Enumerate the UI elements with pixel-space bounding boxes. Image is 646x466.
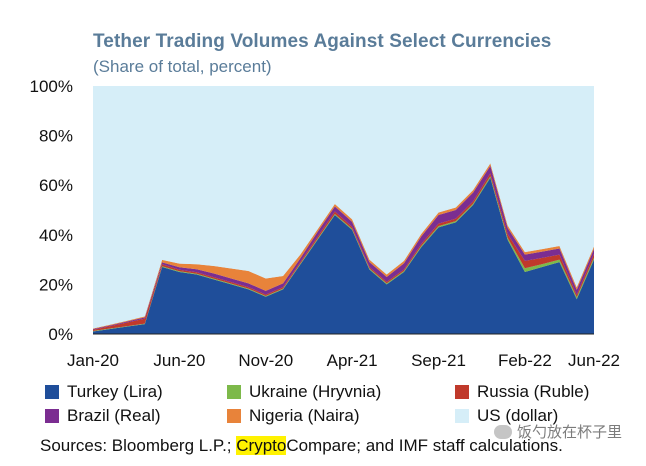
wechat-icon <box>494 425 512 439</box>
legend-swatch <box>227 409 241 423</box>
series-area-turkey-lira <box>93 177 594 334</box>
x-tick-label: Sep-21 <box>411 351 466 370</box>
legend-swatch <box>45 385 59 399</box>
legend-item: Ukraine (Hryvnia) <box>227 382 381 402</box>
legend-item: Turkey (Lira) <box>45 382 163 402</box>
legend-swatch <box>227 385 241 399</box>
y-tick-label: 100% <box>30 77 73 96</box>
x-tick-label: Jun-20 <box>153 351 205 370</box>
legend-item: Brazil (Real) <box>45 406 161 426</box>
source-note: Sources: Bloomberg L.P.; CryptoCompare; … <box>40 436 563 456</box>
chart-title: Tether Trading Volumes Against Select Cu… <box>93 31 552 52</box>
legend-label: Ukraine (Hryvnia) <box>249 382 382 401</box>
legend-swatch <box>45 409 59 423</box>
legend-swatch <box>455 385 469 399</box>
legend-item: US (dollar) <box>455 406 558 426</box>
legend-swatch <box>455 409 469 423</box>
y-tick-label: 80% <box>39 127 73 146</box>
legend-label: Turkey (Lira) <box>67 382 163 401</box>
source-prefix: Sources: Bloomberg L.P.; <box>40 436 237 455</box>
legend-label: Russia (Ruble) <box>477 382 590 401</box>
stacked-area-chart: 0% 20% 40% 60% 80% 100% Jan-20 Jun-20 Nov-20 Apr-… <box>30 77 620 370</box>
watermark: 饭勺放在杯子里 <box>494 421 622 442</box>
chart-subtitle: (Share of total, percent) <box>93 57 272 76</box>
source-highlight: Crypto <box>236 436 287 455</box>
y-tick-label: 20% <box>39 275 73 294</box>
y-tick-label: 60% <box>39 176 73 195</box>
x-tick-label: Jun-22 <box>568 351 620 370</box>
series-area-us-dollar <box>93 86 594 329</box>
legend-label: Nigeria (Naira) <box>249 406 360 425</box>
x-tick-label: Feb-22 <box>498 351 552 370</box>
x-tick-label: Apr-21 <box>327 351 378 370</box>
watermark-text: 饭勺放在杯子里 <box>517 424 623 441</box>
x-tick-label: Nov-20 <box>238 351 293 370</box>
source-suffix: Compare; and IMF staff calculations. <box>286 436 563 455</box>
x-tick-label: Jan-20 <box>67 351 119 370</box>
y-tick-label: 40% <box>39 226 73 245</box>
legend-label: Brazil (Real) <box>67 406 161 425</box>
legend: Turkey (Lira) Ukraine (Hryvnia) Russia (Ru… <box>45 382 645 430</box>
legend-item: Nigeria (Naira) <box>227 406 360 426</box>
legend-item: Russia (Ruble) <box>455 382 589 402</box>
y-tick-label: 0% <box>48 325 73 344</box>
legend-label: US (dollar) <box>477 406 559 425</box>
